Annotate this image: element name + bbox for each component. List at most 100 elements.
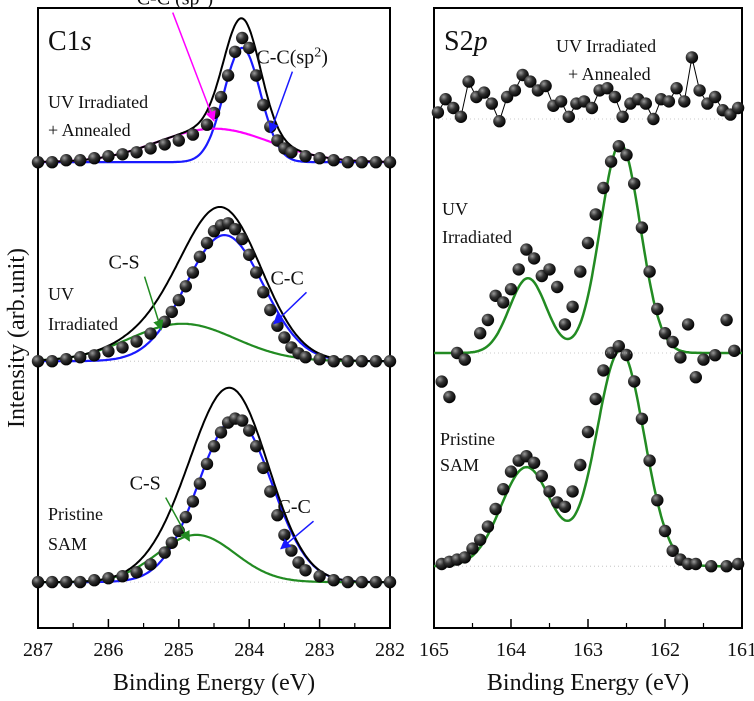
c1s-x-tick-label: 284 bbox=[234, 639, 264, 661]
s2p-data-point bbox=[597, 364, 610, 377]
s2p-data-point bbox=[674, 351, 687, 364]
c1s-data-point bbox=[59, 353, 73, 366]
c1s-annotation-arrow bbox=[172, 12, 216, 122]
c1s-data-point bbox=[257, 461, 270, 475]
s2p-data-point bbox=[635, 221, 649, 234]
s2p-panel-title-main: S2 bbox=[444, 26, 474, 57]
s2p-data-point bbox=[462, 75, 475, 88]
c1s-x-tick-label: 282 bbox=[375, 639, 405, 661]
c1s-annotation-arrow bbox=[268, 71, 294, 134]
s2p-data-point bbox=[689, 557, 702, 571]
c1s-data-point bbox=[257, 98, 270, 112]
s2p-data-point bbox=[535, 469, 548, 483]
c1s-component-c-c bbox=[38, 233, 390, 363]
c1s-panel-title: C1s bbox=[48, 26, 92, 57]
c1s-data-point bbox=[130, 146, 143, 159]
s2p-sample-label: UV bbox=[442, 199, 468, 219]
c1s-annotation-superscript: 3 bbox=[200, 0, 207, 1]
s2p-data-point bbox=[562, 110, 575, 124]
c1s-data-point bbox=[299, 150, 312, 163]
s2p-data-point bbox=[589, 208, 602, 221]
s2p-x-tick-label: 165 bbox=[419, 639, 449, 661]
c1s-data-point bbox=[369, 156, 383, 169]
s2p-data-point bbox=[435, 375, 448, 388]
c1s-data-point bbox=[250, 69, 263, 82]
c1s-stack-0: C-S C-C Pristine SAM bbox=[31, 386, 397, 589]
s2p-data-point bbox=[497, 296, 510, 309]
c1s-annotation-label: C-S bbox=[130, 473, 161, 495]
s2p-data-point bbox=[728, 344, 741, 357]
s2p-data-point bbox=[585, 101, 599, 115]
s2p-data-point bbox=[612, 140, 625, 153]
s2p-data-point bbox=[524, 75, 537, 88]
c1s-data-point bbox=[341, 156, 354, 169]
s2p-data-point bbox=[497, 483, 510, 496]
c1s-annotation-paren: ) bbox=[321, 47, 328, 69]
c1s-data-point bbox=[355, 575, 368, 589]
s2p-data-point bbox=[431, 106, 445, 119]
c1s-panel-title-main: C1 bbox=[48, 26, 81, 57]
c1s-sample-label: SAM bbox=[48, 534, 87, 554]
s2p-data-point bbox=[512, 263, 525, 276]
s2p-data-point bbox=[558, 318, 572, 331]
s2p-data-point bbox=[651, 494, 664, 507]
c1s-data-point bbox=[250, 440, 263, 453]
c1s-annotation-label: C-C (sp3) bbox=[137, 0, 213, 10]
s2p-data-point bbox=[720, 313, 733, 327]
s2p-data-point bbox=[647, 112, 660, 126]
s2p-x-tick-label: 162 bbox=[650, 639, 680, 661]
s2p-data-point bbox=[589, 392, 602, 406]
s2p-data-point bbox=[581, 236, 595, 250]
s2p-data-point bbox=[666, 335, 679, 349]
s2p-data-point bbox=[628, 177, 641, 190]
c1s-sample-label: UV Irradiated bbox=[48, 92, 148, 112]
c1s-x-tick-label: 285 bbox=[164, 639, 194, 661]
s2p-x-tick-label: 163 bbox=[573, 639, 603, 661]
s2p-data-point bbox=[439, 93, 452, 106]
s2p-data-point bbox=[508, 84, 522, 97]
c1s-annotation-text: C-C(sp bbox=[256, 47, 314, 69]
c1s-data-point bbox=[88, 574, 101, 587]
c1s-data-point bbox=[165, 305, 178, 319]
s2p-data-point bbox=[551, 280, 564, 294]
s2p-data-point bbox=[504, 465, 518, 478]
s2p-data-point bbox=[635, 412, 649, 425]
c1s-annotation-paren: ) bbox=[207, 0, 214, 10]
s2p-data-point bbox=[666, 544, 679, 557]
c1s-data-point bbox=[264, 485, 277, 498]
c1s-data-point bbox=[299, 351, 312, 364]
s2p-sample-label: UV Irradiated bbox=[556, 36, 656, 56]
c1s-panel: 287 286 285 284 283 282 Binding Energy (eV) C1s… bbox=[23, 0, 405, 696]
s2p-data-point bbox=[697, 353, 710, 366]
c1s-data-point bbox=[214, 90, 228, 104]
c1s-sample-label: + Annealed bbox=[48, 120, 131, 140]
c1s-data-point bbox=[355, 355, 368, 368]
s2p-data-point bbox=[708, 349, 722, 362]
c1s-data-point bbox=[74, 351, 87, 364]
s2p-data-point bbox=[454, 110, 468, 124]
c1s-x-tick-label: 283 bbox=[305, 639, 335, 661]
s2p-data-point bbox=[566, 300, 579, 313]
c1s-data-point bbox=[158, 138, 171, 151]
s2p-data-point bbox=[527, 252, 541, 265]
c1s-data-point bbox=[243, 41, 256, 55]
c1s-annotation-arrow bbox=[273, 291, 307, 325]
s2p-x-tick-label: 164 bbox=[496, 639, 526, 661]
s2p-data-point bbox=[651, 302, 664, 316]
c1s-data-point bbox=[278, 528, 291, 542]
s2p-data-point bbox=[493, 115, 506, 128]
s2p-data-point bbox=[485, 97, 498, 110]
c1s-data-point bbox=[383, 355, 397, 368]
s2p-data-point bbox=[466, 542, 479, 555]
c1s-data-point bbox=[200, 236, 214, 250]
c1s-data-point bbox=[250, 266, 263, 279]
s2p-sample-label: Irradiated bbox=[442, 227, 512, 247]
s2p-data-point bbox=[612, 340, 625, 353]
c1s-data-point bbox=[186, 266, 200, 279]
s2p-data-point bbox=[489, 502, 502, 516]
s2p-data-point bbox=[443, 390, 456, 404]
c1s-data-point bbox=[130, 566, 143, 579]
c1s-data-point bbox=[193, 250, 207, 263]
c1s-data-point bbox=[31, 355, 45, 368]
